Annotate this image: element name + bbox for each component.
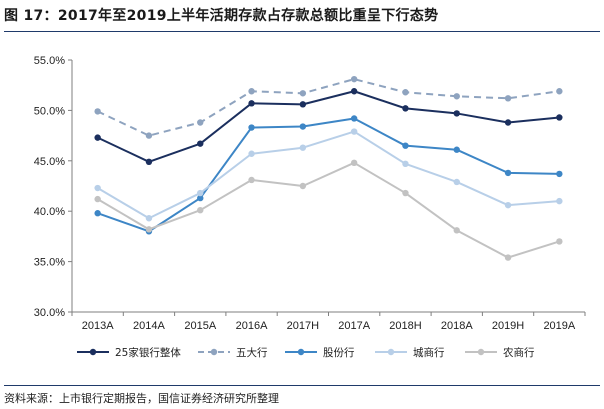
legend-swatch-marker — [297, 348, 305, 356]
data-point — [350, 115, 358, 122]
y-tick-label: 45.0% — [34, 156, 65, 168]
series-3 — [94, 128, 563, 222]
legend-swatch-marker — [210, 348, 218, 356]
y-tick-label: 50.0% — [34, 105, 65, 117]
data-point — [556, 197, 563, 205]
series-line — [97, 130, 560, 220]
data-point — [504, 119, 512, 126]
data-point — [299, 101, 307, 108]
data-point — [504, 95, 512, 102]
data-point — [94, 108, 101, 115]
data-point — [504, 169, 512, 177]
chart-axes: 30.0% 35.0% 40.0% 45.0% 50.0% 55.0% 2013A 2014A… — [34, 55, 586, 332]
series-line — [97, 117, 560, 233]
data-point — [402, 105, 409, 112]
series-line — [97, 90, 560, 163]
data-point — [94, 134, 101, 141]
data-point — [248, 88, 255, 95]
data-point — [556, 88, 563, 95]
data-point — [197, 194, 204, 202]
data-point — [197, 189, 204, 197]
chart-legend: 25家银行整体 五大行 股份行 城商行 农商行 — [77, 346, 535, 359]
data-point — [350, 159, 358, 167]
legend-item-1: 五大行 — [198, 346, 268, 359]
y-tick-label: 55.0% — [34, 55, 65, 67]
x-tick-label: 2015A — [184, 320, 216, 332]
title-divider — [4, 31, 600, 32]
y-tick-label: 35.0% — [34, 257, 65, 269]
data-point — [350, 128, 358, 135]
data-point — [402, 160, 409, 168]
data-point — [248, 176, 255, 184]
data-point — [350, 88, 358, 95]
data-point — [145, 215, 153, 222]
data-point — [197, 140, 204, 147]
legend-swatch-marker — [387, 348, 395, 356]
data-point — [504, 201, 512, 209]
x-tick-label: 2019A — [543, 320, 575, 332]
data-point — [453, 146, 460, 153]
data-point — [145, 226, 153, 233]
data-point — [299, 123, 307, 130]
data-point — [248, 124, 255, 131]
y-tick-label: 30.0% — [34, 307, 65, 319]
x-tick-label: 2016A — [236, 320, 268, 332]
data-point — [556, 114, 563, 121]
y-tick-label: 40.0% — [34, 206, 65, 218]
series-4 — [94, 159, 563, 261]
x-tick-label: 2018H — [389, 320, 421, 332]
data-point — [94, 195, 101, 203]
legend-item-4: 农商行 — [465, 346, 535, 359]
figure-title: 图 17：2017年至2019上半年活期存款占存款总额比重呈下行态势 — [4, 8, 439, 24]
data-point — [402, 189, 409, 197]
data-point — [248, 100, 255, 107]
legend-label: 股份行 — [323, 346, 355, 359]
series-line — [97, 78, 560, 137]
series-1 — [94, 75, 563, 139]
data-point — [94, 184, 101, 192]
legend-item-3: 城商行 — [375, 346, 445, 359]
data-point — [556, 238, 563, 245]
data-point — [402, 142, 409, 149]
legend-label: 农商行 — [503, 346, 535, 359]
data-point — [145, 158, 153, 166]
data-point — [556, 170, 563, 178]
data-point — [402, 89, 409, 96]
data-point — [197, 119, 204, 126]
series-0 — [94, 88, 563, 166]
x-tick-label: 2017A — [338, 320, 370, 332]
series-line — [97, 161, 560, 259]
data-point — [299, 182, 307, 190]
data-point — [350, 75, 358, 83]
legend-item-2: 股份行 — [285, 346, 355, 359]
data-point — [299, 144, 307, 151]
line-chart: 30.0% 35.0% 40.0% 45.0% 50.0% 55.0% 2013A 2014A… — [34, 55, 586, 359]
x-tick-label: 2014A — [133, 320, 165, 332]
data-point — [248, 150, 255, 157]
data-point — [453, 178, 460, 186]
x-tick-label: 2018A — [441, 320, 473, 332]
data-point — [145, 132, 153, 139]
x-tick-label: 2019H — [492, 320, 524, 332]
x-tick-label: 2013A — [82, 320, 114, 332]
data-point — [94, 210, 101, 217]
data-point — [453, 93, 460, 100]
data-point — [299, 90, 307, 97]
source-note: 资料来源：上市银行定期报告，国信证券经济研究所整理 — [4, 392, 279, 405]
legend-label: 25家银行整体 — [115, 346, 181, 359]
footer-divider — [4, 385, 600, 386]
legend-item-0: 25家银行整体 — [77, 346, 181, 359]
chart-series — [94, 75, 563, 261]
legend-swatch-marker — [89, 348, 97, 356]
legend-label: 城商行 — [413, 346, 445, 359]
x-tick-label: 2017H — [287, 320, 319, 332]
legend-swatch-marker — [477, 348, 485, 356]
data-point — [453, 227, 460, 234]
legend-label: 五大行 — [236, 346, 268, 359]
data-point — [504, 254, 512, 261]
data-point — [453, 110, 460, 117]
data-point — [197, 206, 204, 214]
